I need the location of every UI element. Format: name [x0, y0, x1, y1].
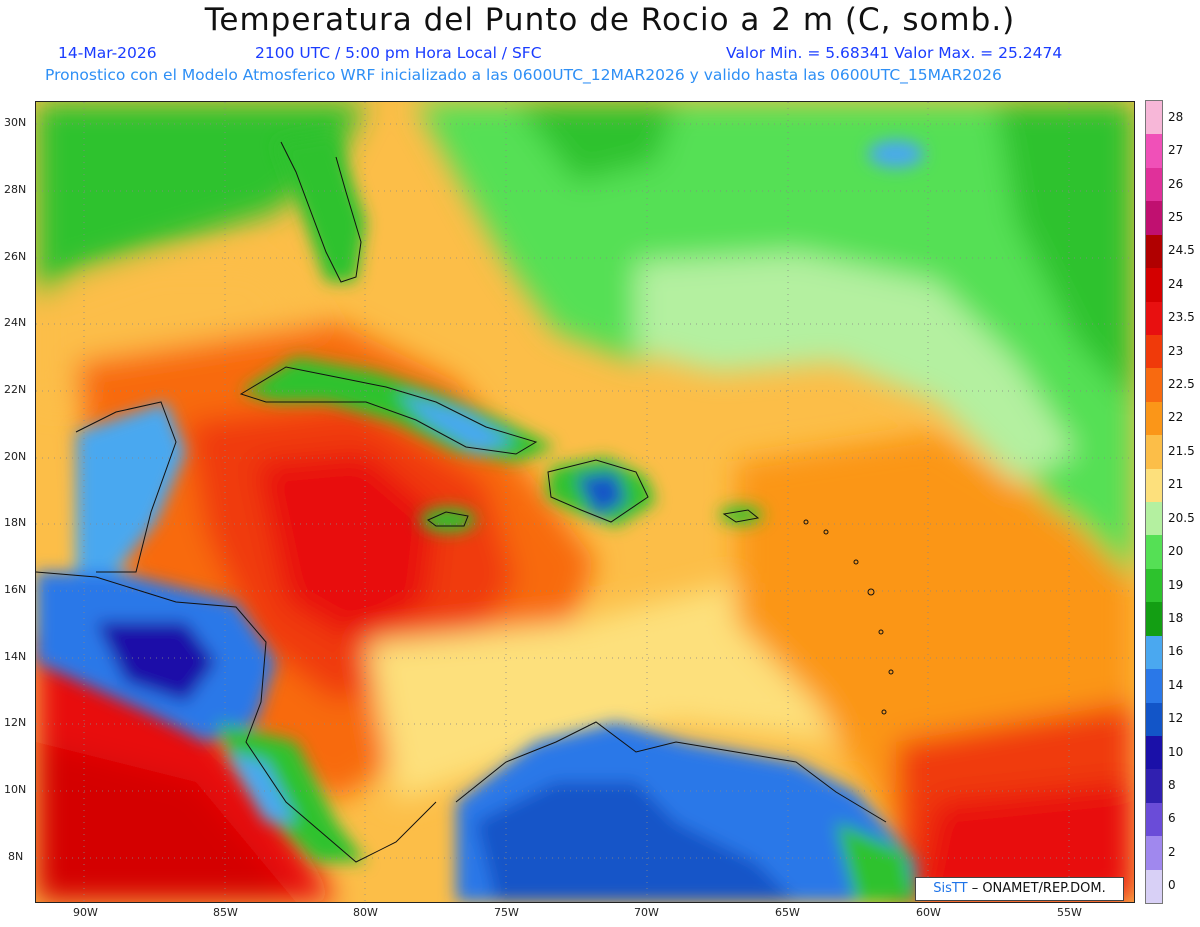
colorbar-segment: [1146, 836, 1162, 871]
colorbar-segment: [1146, 167, 1162, 202]
colorbar-label: 12: [1168, 711, 1184, 726]
lat-label: 14N: [4, 650, 27, 663]
colorbar-label: 6: [1168, 811, 1176, 826]
colorbar-label: 24: [1168, 276, 1184, 291]
lat-label: 28N: [4, 183, 27, 196]
lat-label: 20N: [4, 450, 27, 463]
lon-label: 90W: [73, 906, 98, 919]
lon-label: 55W: [1057, 906, 1082, 919]
colorbar-segment: [1146, 802, 1162, 837]
colorbar-segment: [1146, 301, 1162, 336]
colorbar-segment: [1146, 334, 1162, 369]
lat-label: 18N: [4, 516, 27, 529]
colorbar-label: 23: [1168, 343, 1184, 358]
lat-label: 26N: [4, 250, 27, 263]
colorbar-label: 25: [1168, 209, 1184, 224]
colorbar-label: 14: [1168, 677, 1184, 692]
colorbar-label: 28: [1168, 109, 1184, 124]
colorbar-segment: [1146, 869, 1162, 904]
lon-label: 85W: [213, 906, 238, 919]
colorbar-segment: [1146, 201, 1162, 236]
credit-text: – ONAMET/REP.DOM.: [967, 881, 1106, 896]
colorbar-label: 8: [1168, 778, 1176, 793]
colorbar-label: 20: [1168, 544, 1184, 559]
colorbar-label: 21: [1168, 477, 1184, 492]
lon-label: 75W: [494, 906, 519, 919]
colorbar-label: 16: [1168, 644, 1184, 659]
colorbar-segment: [1146, 702, 1162, 737]
credit-brand: SisTT: [933, 881, 968, 896]
dewpoint-map: [35, 101, 1135, 903]
colorbar-segment: [1146, 435, 1162, 470]
colorbar-label: 22: [1168, 410, 1184, 425]
colorbar-segment: [1146, 401, 1162, 436]
lon-label: 80W: [353, 906, 378, 919]
colorbar-segment: [1146, 468, 1162, 503]
colorbar-segment: [1146, 101, 1162, 135]
lat-label: 12N: [4, 716, 27, 729]
lon-label: 70W: [634, 906, 659, 919]
lat-label: 10N: [4, 783, 27, 796]
colorbar-label: 2: [1168, 844, 1176, 859]
credit-box: SisTT – ONAMET/REP.DOM.: [915, 877, 1124, 901]
lat-label: 30N: [4, 116, 27, 129]
forecast-date: 14-Mar-2026: [58, 44, 157, 62]
lat-label: 16N: [4, 583, 27, 596]
lat-label: 24N: [4, 316, 27, 329]
colorbar-label: 22.5: [1168, 377, 1195, 392]
lon-label: 65W: [775, 906, 800, 919]
colorbar-segment: [1146, 568, 1162, 603]
colorbar-segment: [1146, 268, 1162, 302]
colorbar-label: 10: [1168, 744, 1184, 759]
colorbar-label: 23.5: [1168, 310, 1195, 325]
colorbar-frame: [1145, 100, 1163, 904]
colorbar-segment: [1146, 635, 1162, 670]
colorbar-segment: [1146, 769, 1162, 804]
colorbar-segment: [1146, 234, 1162, 269]
model-info: Pronostico con el Modelo Atmosferico WRF…: [45, 66, 1002, 84]
colorbar-label: 20.5: [1168, 510, 1195, 525]
colorbar-label: 24.5: [1168, 243, 1195, 258]
min-max-values: Valor Min. = 5.68341 Valor Max. = 25.247…: [726, 44, 1063, 62]
lat-label: 8N: [8, 850, 24, 863]
colorbar-segment: [1146, 602, 1162, 637]
colorbar-label: 18: [1168, 610, 1184, 625]
colorbar-segment: [1146, 368, 1162, 403]
colorbar-segment: [1146, 735, 1162, 770]
forecast-time: 2100 UTC / 5:00 pm Hora Local / SFC: [255, 44, 542, 62]
colorbar-label: 21.5: [1168, 443, 1195, 458]
colorbar-label: 0: [1168, 878, 1176, 893]
lat-label: 22N: [4, 383, 27, 396]
colorbar-segment: [1146, 535, 1162, 570]
colorbar-label: 27: [1168, 143, 1184, 158]
colorbar-segment: [1146, 669, 1162, 703]
colorbar-label: 19: [1168, 577, 1184, 592]
map-title: Temperatura del Punto de Rocio a 2 m (C,…: [204, 2, 1016, 38]
colorbar: [1146, 101, 1162, 904]
colorbar-segment: [1146, 134, 1162, 169]
lon-label: 60W: [916, 906, 941, 919]
colorbar-label: 26: [1168, 176, 1184, 191]
colorbar-segment: [1146, 502, 1162, 536]
